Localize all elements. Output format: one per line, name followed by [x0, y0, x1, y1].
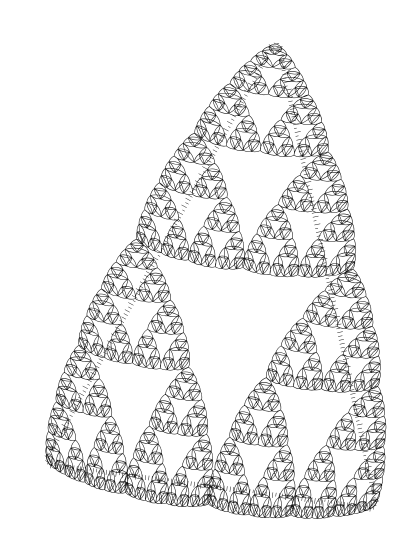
fractal-stroke-group: [165, 268, 380, 508]
fringe-hatching: [275, 43, 380, 507]
fractal-stroke-group: [164, 43, 329, 175]
fractal-stroke-group: [64, 366, 212, 505]
fractal-stroke-group: [86, 191, 357, 325]
fringe-hatching: [47, 461, 375, 512]
fractal-stroke-group: [45, 299, 191, 475]
fringe-hatching: [44, 42, 277, 463]
fractal-stroke-group: [207, 355, 381, 519]
fractal-stroke-group: [277, 386, 387, 519]
fractal-layer: [44, 42, 387, 519]
fractal-stroke-group: [136, 151, 347, 270]
